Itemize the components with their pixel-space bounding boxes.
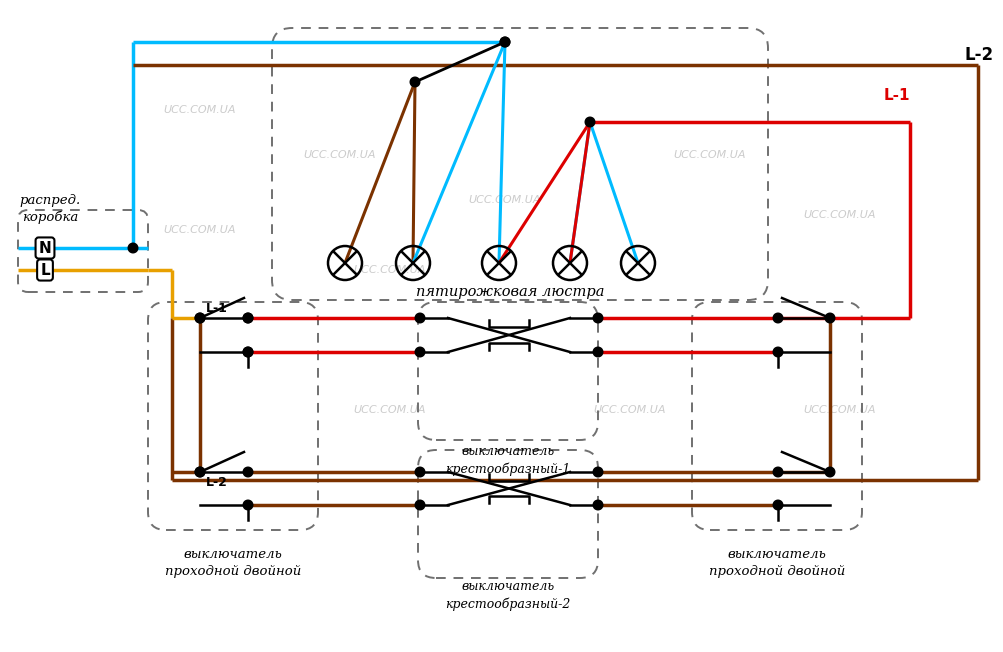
Circle shape bbox=[243, 313, 253, 323]
Circle shape bbox=[772, 467, 782, 477]
Text: L-2: L-2 bbox=[964, 46, 993, 64]
Circle shape bbox=[499, 37, 510, 47]
Circle shape bbox=[415, 467, 424, 477]
Text: распред.
коробка: распред. коробка bbox=[19, 194, 80, 224]
Circle shape bbox=[243, 467, 253, 477]
Text: UCC.COM.UA: UCC.COM.UA bbox=[803, 210, 876, 220]
Circle shape bbox=[243, 313, 253, 323]
Text: выключатель
проходной двойной: выключатель проходной двойной bbox=[164, 548, 301, 578]
Text: L-1: L-1 bbox=[883, 87, 909, 102]
Circle shape bbox=[593, 313, 602, 323]
Text: UCC.COM.UA: UCC.COM.UA bbox=[593, 405, 666, 415]
Text: UCC.COM.UA: UCC.COM.UA bbox=[803, 405, 876, 415]
Text: L-1: L-1 bbox=[206, 301, 228, 314]
Circle shape bbox=[128, 243, 137, 253]
Text: UCC.COM.UA: UCC.COM.UA bbox=[468, 195, 541, 205]
Circle shape bbox=[195, 313, 205, 323]
Circle shape bbox=[824, 467, 833, 477]
Text: UCC.COM.UA: UCC.COM.UA bbox=[304, 150, 376, 160]
Circle shape bbox=[243, 500, 253, 510]
Text: N: N bbox=[38, 241, 51, 256]
Circle shape bbox=[243, 348, 253, 357]
Circle shape bbox=[415, 500, 424, 510]
Text: L-2: L-2 bbox=[206, 475, 228, 488]
Text: UCC.COM.UA: UCC.COM.UA bbox=[673, 150, 745, 160]
Text: UCC.COM.UA: UCC.COM.UA bbox=[163, 105, 236, 115]
Circle shape bbox=[772, 348, 782, 357]
Circle shape bbox=[195, 467, 205, 477]
Circle shape bbox=[772, 500, 782, 510]
Circle shape bbox=[415, 348, 424, 357]
Circle shape bbox=[243, 348, 253, 357]
Circle shape bbox=[195, 467, 205, 477]
Circle shape bbox=[499, 37, 510, 47]
Circle shape bbox=[593, 348, 602, 357]
Text: пятирожковая люстра: пятирожковая люстра bbox=[415, 285, 604, 299]
Circle shape bbox=[415, 313, 424, 323]
Circle shape bbox=[593, 500, 602, 510]
Text: UCC.COM.UA: UCC.COM.UA bbox=[353, 405, 426, 415]
Circle shape bbox=[593, 467, 602, 477]
Circle shape bbox=[410, 77, 419, 87]
Text: UCC.COM.UA: UCC.COM.UA bbox=[353, 265, 426, 275]
Circle shape bbox=[195, 313, 205, 323]
Circle shape bbox=[824, 313, 833, 323]
Text: выключатель
проходной двойной: выключатель проходной двойной bbox=[708, 548, 845, 578]
Circle shape bbox=[585, 117, 594, 126]
Text: L: L bbox=[40, 263, 50, 278]
Text: выключатель
крестообразный-2: выключатель крестообразный-2 bbox=[445, 580, 570, 611]
Text: UCC.COM.UA: UCC.COM.UA bbox=[163, 225, 236, 235]
Text: выключатель
крестообразный-1: выключатель крестообразный-1 bbox=[445, 445, 570, 476]
Circle shape bbox=[772, 313, 782, 323]
